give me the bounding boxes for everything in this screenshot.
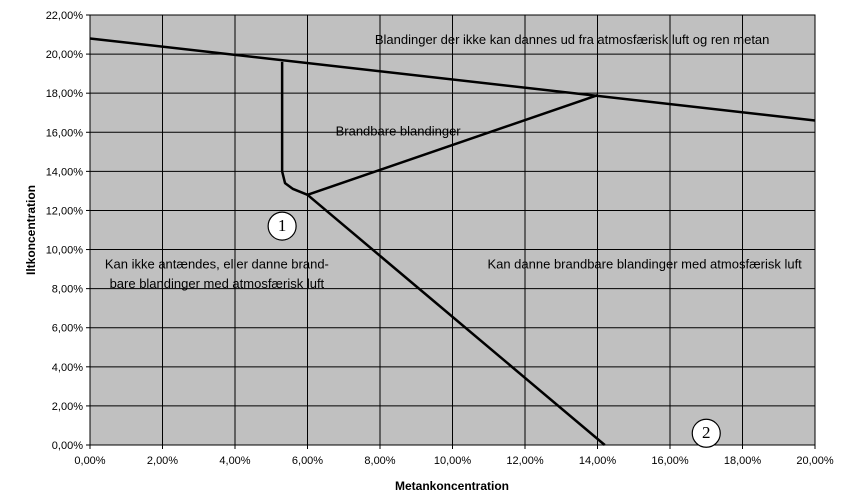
- y-tick-label: 20,00%: [46, 49, 84, 61]
- annotation-3: Kan ikke antændes, eller danne brand-: [105, 257, 329, 272]
- annotations: Blandinger der ikke kan dannes ud fra at…: [105, 32, 802, 291]
- marker-label-2: 2: [702, 423, 711, 442]
- x-tick-label: 10,00%: [434, 455, 472, 467]
- markers: 12: [267, 211, 721, 448]
- grid-lines: [90, 15, 815, 445]
- series-line-2: [280, 61, 308, 196]
- x-tick-label: 18,00%: [724, 455, 762, 467]
- marker-circle-2: [691, 418, 721, 448]
- y-tick-label: 16,00%: [46, 127, 84, 139]
- annotation-5: Kan danne brandbare blandinger med atmos…: [487, 257, 802, 272]
- series-line-3: [307, 93, 598, 197]
- series-line-4: [306, 193, 606, 446]
- annotation-2: Brandbare blandinger: [336, 124, 462, 139]
- y-tick-label: 2,00%: [52, 401, 83, 413]
- x-tick-label: 8,00%: [364, 455, 395, 467]
- x-tick-label: 2,00%: [147, 455, 178, 467]
- x-tick-label: 14,00%: [579, 455, 617, 467]
- y-tick-labels: 0,00% 2,00% 4,00% 6,00% 8,00% 10,00% 12,00% 14,…: [46, 10, 90, 452]
- annotation-4: bare blandinger med atmosfærisk luft: [110, 276, 325, 291]
- x-tick-labels: 0,00% 2,00% 4,00% 6,00% 8,00% 10,00% 12,00% 14,…: [74, 445, 834, 467]
- y-tick-label: 22,00%: [46, 10, 84, 22]
- y-tick-label: 8,00%: [52, 284, 83, 296]
- marker-circle-1: [267, 211, 297, 241]
- y-axis-title: Iltkoncentration: [24, 185, 38, 275]
- y-tick-label: 4,00%: [52, 362, 83, 374]
- x-tick-label: 20,00%: [796, 455, 834, 467]
- y-tick-label: 14,00%: [46, 166, 84, 178]
- x-tick-label: 0,00%: [74, 455, 105, 467]
- x-axis-title: Metankoncentration: [395, 479, 509, 493]
- y-tick-label: 10,00%: [46, 245, 84, 257]
- series-layer: [89, 37, 816, 446]
- y-tick-label: 6,00%: [52, 323, 83, 335]
- y-tick-label: 0,00%: [52, 440, 83, 452]
- x-tick-label: 6,00%: [292, 455, 323, 467]
- x-tick-label: 16,00%: [651, 455, 689, 467]
- x-tick-label: 12,00%: [506, 455, 544, 467]
- x-tick-label: 4,00%: [219, 455, 250, 467]
- marker-label-1: 1: [278, 216, 287, 235]
- series-line-1: [89, 37, 816, 122]
- annotation-1: Blandinger der ikke kan dannes ud fra at…: [375, 32, 770, 47]
- y-tick-label: 18,00%: [46, 88, 84, 100]
- y-tick-label: 12,00%: [46, 205, 84, 217]
